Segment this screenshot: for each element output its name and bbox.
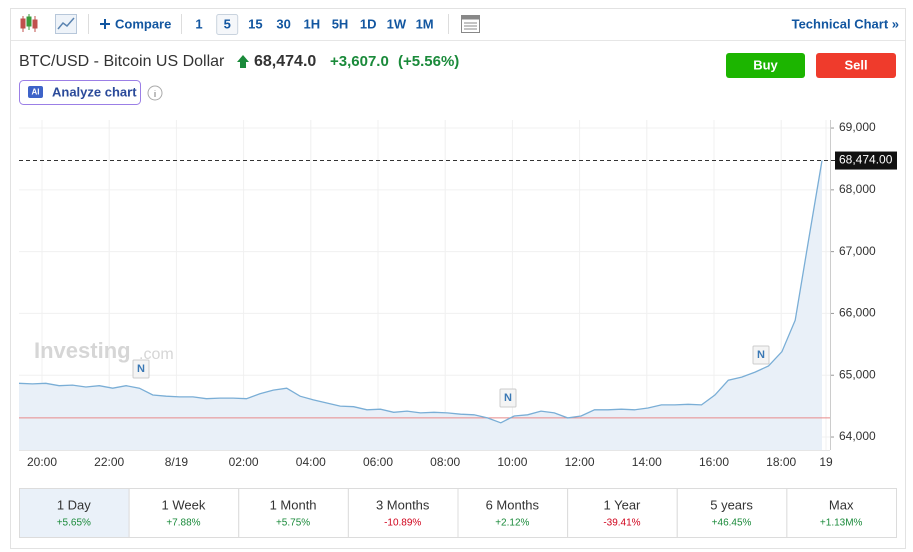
period-cell[interactable] [128, 488, 240, 538]
period-change[interactable]: -10.89% [384, 518, 421, 529]
interval-button[interactable]: 1H [303, 16, 320, 31]
period-cell[interactable] [347, 488, 459, 538]
period-label[interactable]: 1 Week [162, 497, 206, 512]
sell-button[interactable]: Sell [816, 53, 896, 78]
interval-button[interactable]: 1 [195, 16, 202, 31]
period-label[interactable]: 1 Day [57, 497, 91, 512]
price: 68,474.0 [254, 53, 316, 70]
table-icon[interactable] [461, 15, 480, 33]
period-cell[interactable] [567, 488, 678, 538]
period-change[interactable]: +46.45% [712, 518, 752, 529]
x-tick-label: 14:00 [632, 455, 662, 469]
y-tick-label: 67,000 [839, 244, 876, 258]
x-tick-label: 12:00 [565, 455, 595, 469]
news-marker[interactable] [132, 359, 150, 379]
buy-button[interactable]: Buy [726, 53, 805, 78]
x-tick-label: 08:00 [430, 455, 460, 469]
chart: 64,000 65,000 66,000 67,000 68,000 69,000 68,4… [18, 120, 897, 469]
period-change[interactable]: +5.65% [57, 518, 91, 529]
y-tick-label: 64,000 [839, 429, 876, 443]
period-cell[interactable] [457, 488, 569, 538]
change: +3,607.0 [330, 53, 389, 70]
period-change[interactable]: +7.88% [166, 518, 200, 529]
watermark-suffix: .com [139, 346, 174, 363]
period-label[interactable]: 5 years [710, 497, 753, 512]
y-tick-label: 65,000 [839, 367, 876, 381]
interval-selected [216, 14, 239, 35]
instrument-name: BTC/USD - Bitcoin US Dollar [19, 53, 225, 70]
x-tick-label: 19 [819, 455, 833, 469]
news-marker-label[interactable]: N [504, 392, 512, 404]
up-arrow [237, 55, 249, 68]
ai-badge[interactable]: AI [32, 88, 40, 97]
interval-button[interactable]: 5 [224, 16, 231, 31]
technical-chart-link[interactable]: Technical Chart » [792, 16, 899, 31]
period-change[interactable]: +5.75% [276, 518, 310, 529]
interval-button[interactable]: 1D [360, 16, 377, 31]
price-line [18, 160, 823, 424]
period-cell[interactable] [676, 488, 788, 538]
period-change[interactable]: +2.12% [495, 518, 529, 529]
last-price-label: 68,474.00 [839, 153, 893, 167]
period-label[interactable]: Max [829, 497, 854, 512]
period-cell[interactable] [238, 488, 349, 538]
news-marker[interactable] [499, 388, 517, 408]
period-label[interactable]: 1 Month [270, 497, 317, 512]
period-cell[interactable] [786, 488, 897, 538]
x-tick-label: 18:00 [766, 455, 796, 469]
x-tick-label: 8/19 [165, 455, 189, 469]
candles-icon[interactable] [20, 14, 38, 32]
x-tick-label: 22:00 [94, 455, 124, 469]
sell-label[interactable]: Sell [844, 57, 867, 72]
x-tick-label: 20:00 [27, 455, 57, 469]
interval-button[interactable]: 1M [416, 16, 434, 31]
period-cell[interactable] [19, 488, 130, 538]
compare-label[interactable]: Compare [115, 16, 171, 31]
y-tick-label: 66,000 [839, 306, 876, 320]
interval-button[interactable]: 5H [332, 16, 349, 31]
interval-button[interactable]: 30 [276, 16, 290, 31]
news-marker-label[interactable]: N [137, 363, 145, 375]
news-marker[interactable] [752, 345, 770, 365]
x-tick-label: 16:00 [699, 455, 729, 469]
x-tick-label: 10:00 [497, 455, 527, 469]
y-tick-label: 68,000 [839, 182, 876, 196]
period-change[interactable]: -39.41% [603, 518, 640, 529]
x-tick-label: 02:00 [229, 455, 259, 469]
last-price-box [835, 151, 897, 170]
x-tick-label: 06:00 [363, 455, 393, 469]
period-change[interactable]: +1.13M% [820, 518, 863, 529]
info-icon[interactable] [147, 85, 163, 101]
watermark: Investing [34, 338, 131, 363]
compare-button[interactable]: Compare [100, 16, 171, 31]
interval-button[interactable]: 1W [387, 16, 407, 31]
interval-group: 1 5 15 30 1H 5H 1D 1W 1M [195, 14, 434, 35]
area-icon[interactable] [55, 14, 77, 34]
x-tick-label: 04:00 [296, 455, 326, 469]
price-area [19, 160, 822, 450]
y-tick-label: 69,000 [839, 120, 876, 134]
change-percent: (+5.56%) [398, 53, 459, 70]
analyze-button[interactable]: AI Analyze chart [19, 80, 141, 105]
buy-label[interactable]: Buy [753, 57, 778, 72]
period-table: 1 Day +5.65% 1 Week +7.88% 1 Month +5.75% 3 Mo… [19, 488, 897, 538]
interval-button[interactable]: 15 [248, 16, 262, 31]
analyze-label[interactable]: Analyze chart [52, 84, 137, 99]
news-marker-label[interactable]: N [757, 349, 765, 361]
period-label[interactable]: 1 Year [604, 497, 642, 512]
period-label[interactable]: 3 Months [376, 497, 430, 512]
period-label[interactable]: 6 Months [486, 497, 540, 512]
